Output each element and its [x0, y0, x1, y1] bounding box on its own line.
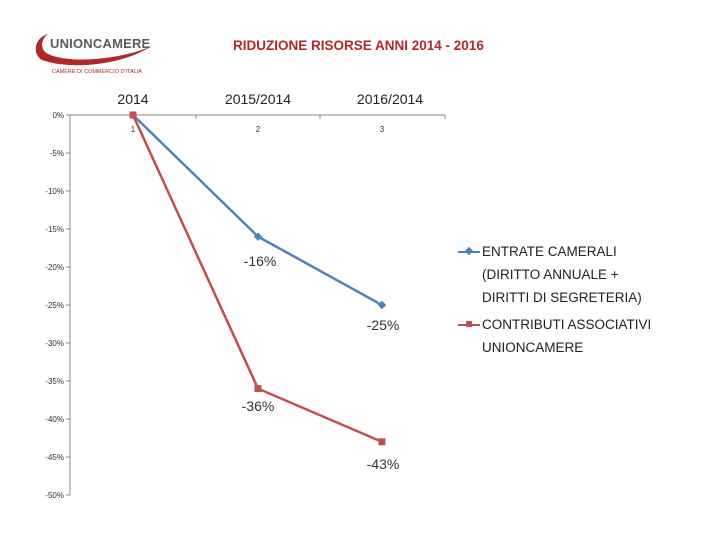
data-point-square — [129, 111, 137, 119]
y-tick-label: 0% — [52, 111, 64, 120]
y-tick-label: -25% — [45, 301, 64, 310]
chart-legend: ENTRATE CAMERALI (DIRITTO ANNUALE + DIRI… — [458, 240, 698, 363]
y-tick-label: -20% — [45, 263, 64, 272]
x-tick-label: 2 — [256, 125, 261, 134]
x-tick-label: 3 — [380, 125, 385, 134]
logo-subtitle: CAMERE DI COMMERCIO D'ITALIA — [52, 69, 142, 75]
category-header-label: 2014 — [117, 91, 148, 107]
legend-label-line: (DIRITTO ANNUALE + — [482, 267, 619, 282]
series-line — [131, 114, 383, 443]
data-label: -43% — [367, 456, 400, 472]
y-tick-label: -40% — [45, 415, 64, 424]
data-point-square — [254, 385, 262, 393]
legend-item-entrate-camerali: ENTRATE CAMERALI (DIRITTO ANNUALE + DIRI… — [458, 240, 698, 309]
y-tick-label: -45% — [45, 453, 64, 462]
unioncamere-logo: UNIONCAMERE CAMERE DI COMMERCIO D'ITALIA — [30, 30, 160, 82]
logo-swoosh-icon — [35, 34, 152, 66]
x-tick-label: 1 — [131, 125, 136, 134]
category-header-label: 2016/2014 — [357, 91, 423, 107]
legend-label-line: UNIONCAMERE — [482, 340, 584, 355]
data-label: -25% — [367, 317, 400, 333]
data-point-square — [378, 438, 386, 446]
y-tick-label: -5% — [50, 149, 64, 158]
y-tick-label: -35% — [45, 377, 64, 386]
legend-square-icon — [466, 321, 472, 327]
data-label: -16% — [244, 253, 277, 269]
series-line — [132, 114, 383, 307]
y-tick-label: -50% — [45, 491, 64, 500]
chart-lines — [128, 110, 387, 446]
legend-diamond-icon — [464, 246, 474, 256]
data-label: -36% — [242, 398, 275, 414]
chart-labels: -16% -25% -36% -43% — [242, 253, 400, 472]
chart-title: RIDUZIONE RISORSE ANNI 2014 - 2016 — [233, 38, 484, 53]
data-point-diamond — [253, 232, 263, 241]
y-tick-label: -30% — [45, 339, 64, 348]
data-point-diamond — [377, 300, 387, 310]
y-tick-label: -15% — [45, 225, 64, 234]
category-header-label: 2015/2014 — [225, 91, 291, 107]
legend-item-contributi-associativi: CONTRIBUTI ASSOCIATIVI UNIONCAMERE — [458, 313, 698, 359]
logo-name: UNIONCAMERE — [50, 36, 151, 51]
legend-label-line: ENTRATE CAMERALI — [482, 244, 617, 259]
legend-label-line: DIRITTI DI SEGRETERIA) — [482, 290, 642, 305]
y-tick-label: -10% — [45, 187, 64, 196]
legend-label-line: CONTRIBUTI ASSOCIATIVI — [482, 317, 652, 332]
